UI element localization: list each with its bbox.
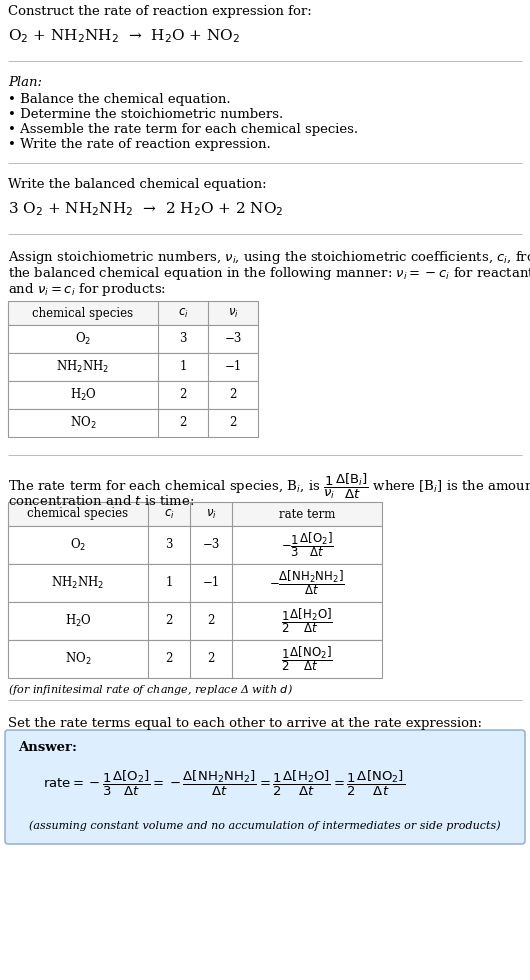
Text: Set the rate terms equal to each other to arrive at the rate expression:: Set the rate terms equal to each other t… — [8, 717, 482, 730]
Bar — [8, 502, 382, 526]
Bar — [8, 602, 382, 640]
Bar — [8, 381, 258, 409]
Text: O$_2$ + NH$_2$NH$_2$  →  H$_2$O + NO$_2$: O$_2$ + NH$_2$NH$_2$ → H$_2$O + NO$_2$ — [8, 27, 240, 45]
Text: • Write the rate of reaction expression.: • Write the rate of reaction expression. — [8, 138, 271, 151]
Text: $c_i$: $c_i$ — [164, 508, 174, 520]
Text: NH$_2$NH$_2$: NH$_2$NH$_2$ — [51, 575, 104, 591]
Text: Answer:: Answer: — [18, 741, 77, 754]
Bar — [8, 301, 258, 325]
Text: 1: 1 — [165, 576, 173, 590]
Bar — [8, 526, 382, 564]
Text: 2: 2 — [229, 416, 237, 429]
Text: O$_2$: O$_2$ — [75, 331, 91, 347]
Text: and $\nu_i = c_i$ for products:: and $\nu_i = c_i$ for products: — [8, 281, 166, 298]
Text: $\mathrm{rate} = -\dfrac{1}{3}\dfrac{\Delta[\mathrm{O_2}]}{\Delta t} = -\dfrac{\: $\mathrm{rate} = -\dfrac{1}{3}\dfrac{\De… — [43, 768, 405, 798]
Text: The rate term for each chemical species, B$_i$, is $\dfrac{1}{\nu_i}\dfrac{\Delt: The rate term for each chemical species,… — [8, 472, 530, 502]
Text: 2: 2 — [207, 614, 215, 627]
Text: $-\dfrac{\Delta[\mathrm{NH_2NH_2}]}{\Delta t}$: $-\dfrac{\Delta[\mathrm{NH_2NH_2}]}{\Del… — [269, 568, 345, 598]
Text: NO$_2$: NO$_2$ — [70, 415, 96, 431]
Text: $\nu_i$: $\nu_i$ — [206, 508, 216, 520]
Text: $c_i$: $c_i$ — [178, 307, 188, 319]
Text: chemical species: chemical species — [32, 307, 134, 319]
Text: Construct the rate of reaction expression for:: Construct the rate of reaction expressio… — [8, 5, 312, 18]
Text: 2: 2 — [165, 614, 173, 627]
Text: −1: −1 — [224, 361, 242, 373]
Text: the balanced chemical equation in the following manner: $\nu_i = -c_i$ for react: the balanced chemical equation in the fo… — [8, 265, 530, 282]
Text: 2: 2 — [179, 388, 187, 402]
Text: rate term: rate term — [279, 508, 335, 520]
Text: 3 O$_2$ + NH$_2$NH$_2$  →  2 H$_2$O + 2 NO$_2$: 3 O$_2$ + NH$_2$NH$_2$ → 2 H$_2$O + 2 NO… — [8, 200, 284, 218]
Bar — [8, 640, 382, 678]
Text: H$_2$O: H$_2$O — [69, 387, 96, 403]
Text: −1: −1 — [202, 576, 219, 590]
Text: • Balance the chemical equation.: • Balance the chemical equation. — [8, 93, 231, 106]
Text: NH$_2$NH$_2$: NH$_2$NH$_2$ — [56, 359, 110, 375]
Text: Plan:: Plan: — [8, 76, 42, 89]
Text: • Assemble the rate term for each chemical species.: • Assemble the rate term for each chemic… — [8, 123, 358, 136]
Text: $-\dfrac{1}{3}\dfrac{\Delta[\mathrm{O_2}]}{\Delta t}$: $-\dfrac{1}{3}\dfrac{\Delta[\mathrm{O_2}… — [280, 530, 333, 560]
Text: NO$_2$: NO$_2$ — [65, 651, 91, 667]
Text: 2: 2 — [179, 416, 187, 429]
Text: H$_2$O: H$_2$O — [65, 612, 92, 629]
Text: O$_2$: O$_2$ — [70, 537, 86, 553]
Bar — [8, 409, 258, 437]
Text: −3: −3 — [224, 332, 242, 346]
Text: Assign stoichiometric numbers, $\nu_i$, using the stoichiometric coefficients, $: Assign stoichiometric numbers, $\nu_i$, … — [8, 249, 530, 266]
Bar — [8, 325, 258, 353]
Bar — [8, 564, 382, 602]
Text: chemical species: chemical species — [28, 508, 129, 520]
Text: Write the balanced chemical equation:: Write the balanced chemical equation: — [8, 178, 267, 191]
Text: 1: 1 — [179, 361, 187, 373]
Text: concentration and $t$ is time:: concentration and $t$ is time: — [8, 494, 195, 508]
Text: −3: −3 — [202, 538, 220, 552]
Text: $\nu_i$: $\nu_i$ — [227, 307, 238, 319]
Text: $\dfrac{1}{2}\dfrac{\Delta[\mathrm{NO_2}]}{\Delta t}$: $\dfrac{1}{2}\dfrac{\Delta[\mathrm{NO_2}… — [281, 645, 333, 673]
Text: 3: 3 — [179, 332, 187, 346]
Text: $\dfrac{1}{2}\dfrac{\Delta[\mathrm{H_2O}]}{\Delta t}$: $\dfrac{1}{2}\dfrac{\Delta[\mathrm{H_2O}… — [281, 607, 333, 635]
Text: 2: 2 — [229, 388, 237, 402]
Text: 3: 3 — [165, 538, 173, 552]
FancyBboxPatch shape — [5, 730, 525, 844]
Text: • Determine the stoichiometric numbers.: • Determine the stoichiometric numbers. — [8, 108, 283, 121]
Text: 2: 2 — [207, 653, 215, 665]
Text: 2: 2 — [165, 653, 173, 665]
Bar — [8, 353, 258, 381]
Text: (for infinitesimal rate of change, replace Δ with $d$): (for infinitesimal rate of change, repla… — [8, 682, 293, 697]
Text: (assuming constant volume and no accumulation of intermediates or side products): (assuming constant volume and no accumul… — [29, 820, 501, 831]
